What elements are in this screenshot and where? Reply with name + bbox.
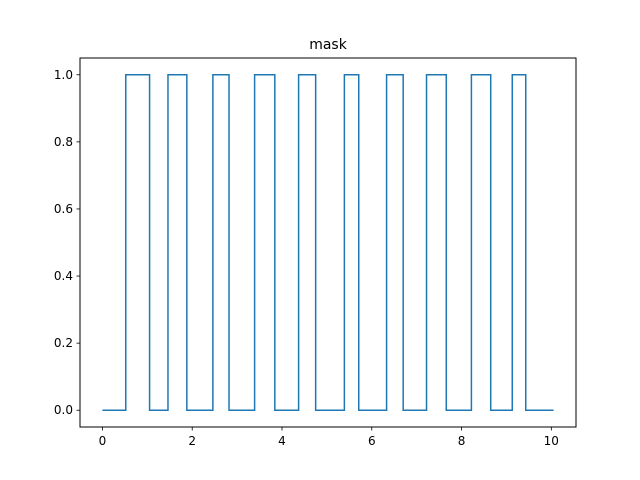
x-tick-label: 8	[458, 434, 466, 448]
y-tick-label: 0.4	[54, 269, 73, 283]
series-layer	[102, 74, 554, 411]
x-tick-label: 0	[99, 434, 107, 448]
x-tick-label: 2	[188, 434, 196, 448]
y-tick-label: 0.6	[54, 202, 73, 216]
x-tick-label: 10	[544, 434, 559, 448]
x-tick-label: 4	[278, 434, 286, 448]
x-tick-label: 6	[368, 434, 376, 448]
x-axis: 0 2 4 6 8 10	[99, 427, 559, 448]
series-line-0	[102, 74, 554, 411]
y-tick-label: 0.0	[54, 403, 73, 417]
chart-title: mask	[309, 37, 348, 53]
y-tick-label: 1.0	[54, 68, 73, 82]
y-tick-label: 0.2	[54, 336, 73, 350]
y-axis: 0.0 0.2 0.4 0.6 0.8 1.0	[54, 68, 80, 417]
plot-frame	[79, 57, 577, 428]
y-tick-label: 0.8	[54, 135, 73, 149]
